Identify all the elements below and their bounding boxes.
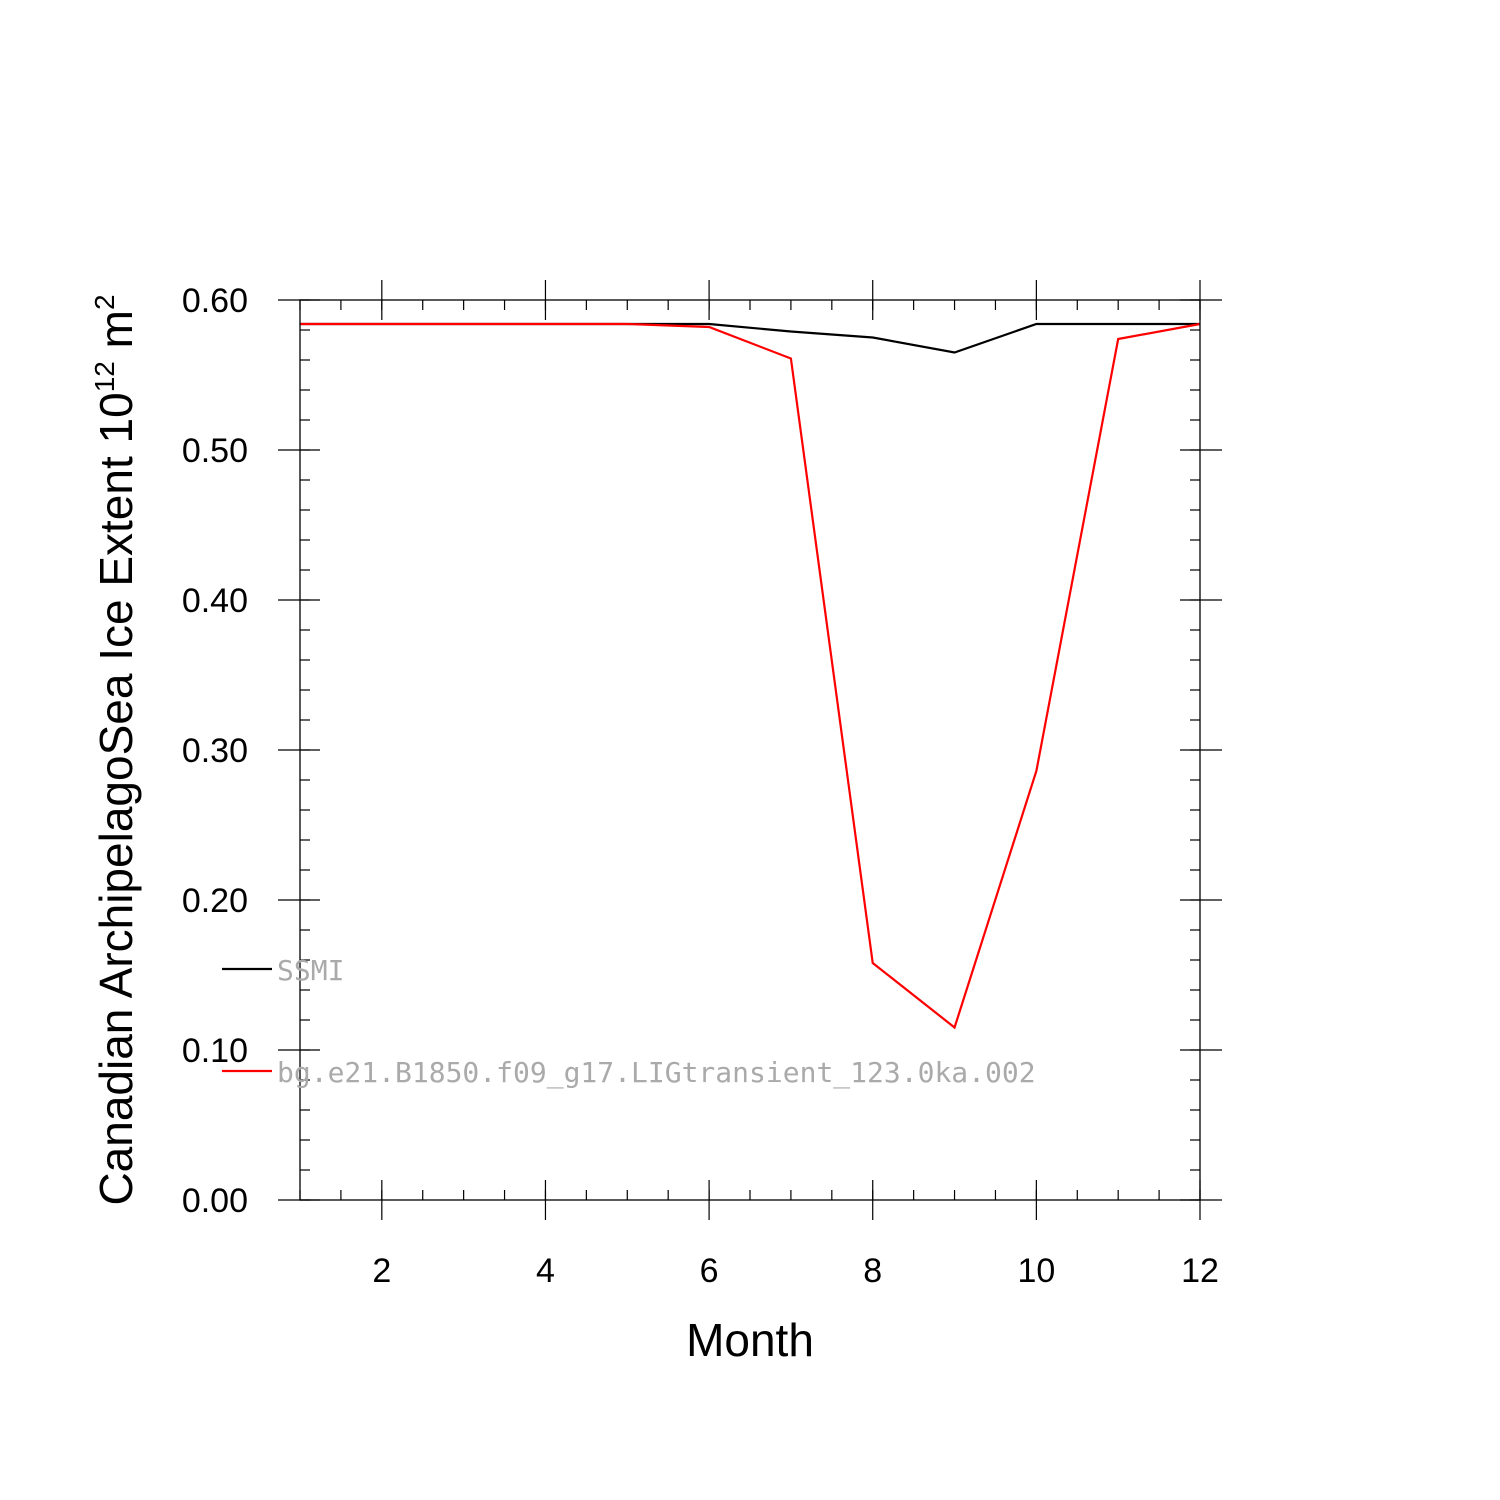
y-tick-label: 0.30 bbox=[182, 732, 248, 770]
y-axis-title-exponent: 12 bbox=[89, 361, 120, 392]
x-tick-label: 12 bbox=[1181, 1252, 1219, 1290]
x-tick-label: 4 bbox=[536, 1252, 555, 1290]
legend-label: bg.e21.B1850.f09_g17.LIGtransient_123.0k… bbox=[277, 1056, 1036, 1090]
y-tick-label: 0.10 bbox=[182, 1032, 248, 1070]
x-tick-label: 2 bbox=[372, 1252, 391, 1290]
x-tick-label: 6 bbox=[700, 1252, 719, 1290]
y-axis-title-unit-exponent: 2 bbox=[89, 294, 120, 310]
y-tick-label: 0.20 bbox=[182, 882, 248, 920]
y-axis-title-unit: m bbox=[90, 310, 142, 361]
y-axis-title-main: Canadian ArchipelagoSea Ice Extent 10 bbox=[90, 392, 142, 1205]
y-tick-label: 0.40 bbox=[182, 582, 248, 620]
x-tick-label: 10 bbox=[1017, 1252, 1055, 1290]
y-tick-label: 0.50 bbox=[182, 432, 248, 470]
y-axis-title: Canadian ArchipelagoSea Ice Extent 1012 … bbox=[89, 294, 142, 1205]
x-axis-title: Month bbox=[686, 1314, 814, 1366]
legend-label: SSMI bbox=[277, 954, 344, 987]
y-tick-label: 0.00 bbox=[182, 1182, 248, 1220]
series-line-1 bbox=[300, 322, 1200, 354]
x-tick-labels: 2 4 6 8 10 12 bbox=[372, 1252, 1219, 1290]
y-tick-labels: 0.00 0.10 0.20 0.30 0.40 0.50 0.60 bbox=[182, 282, 248, 1220]
y-tick-label: 0.60 bbox=[182, 282, 248, 320]
x-tick-label: 8 bbox=[863, 1252, 882, 1290]
series-line-2 bbox=[300, 322, 1201, 1030]
legend: SSMI bg.e21.B1850.f09_g17.LIGtransient_12… bbox=[222, 954, 1036, 1090]
plot-frame bbox=[299, 299, 1201, 1201]
series-layer bbox=[300, 322, 1201, 1030]
